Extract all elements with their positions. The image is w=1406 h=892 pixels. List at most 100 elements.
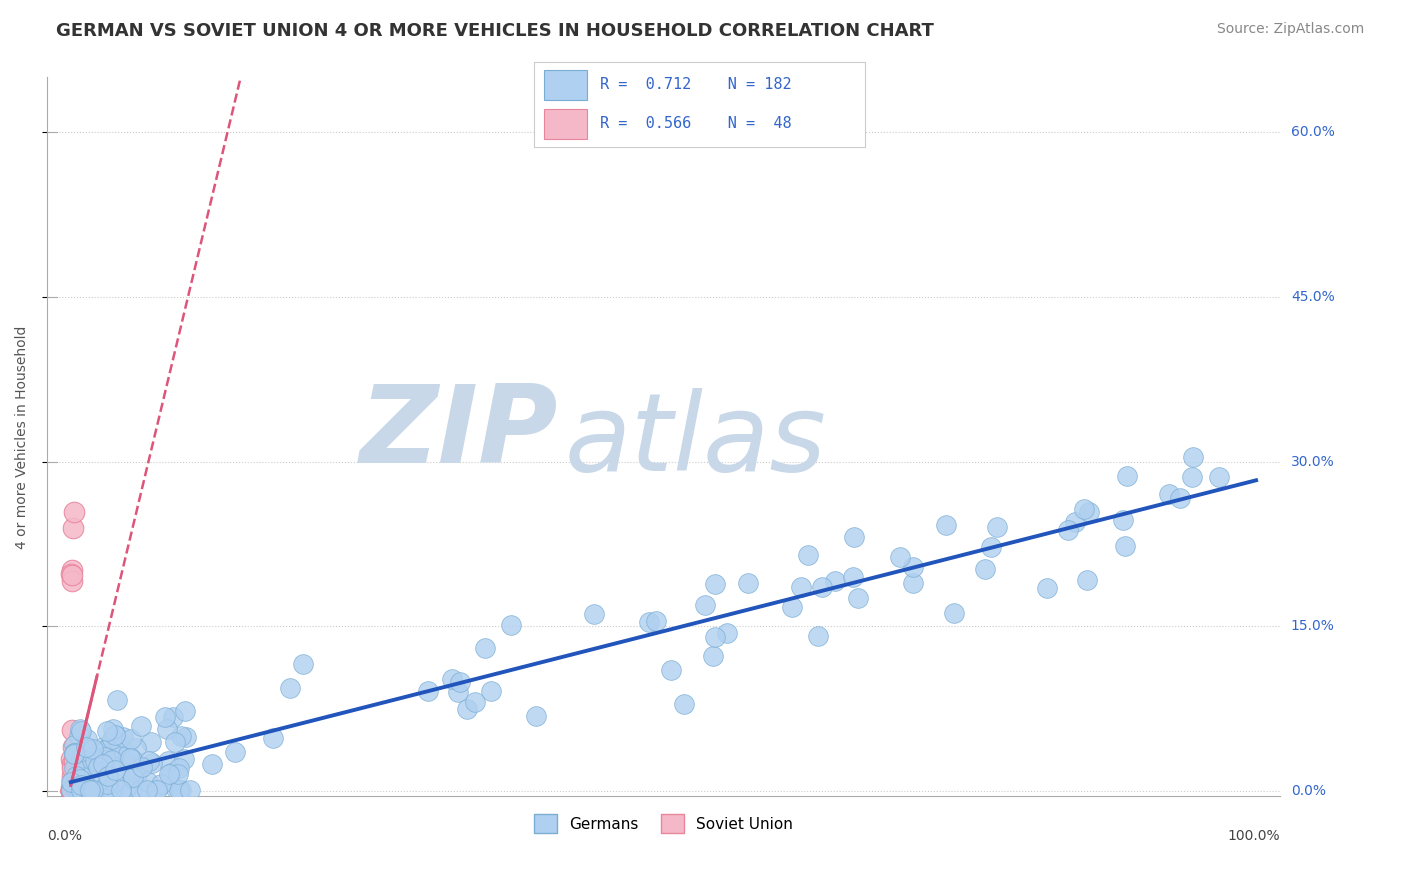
Point [146,782,169,797]
Point [129,718,152,732]
Point [67,729,90,743]
Point [103,775,125,789]
Point [121,770,143,784]
Text: R =  0.712    N = 182: R = 0.712 N = 182 [600,78,792,93]
Text: GERMAN VS SOVIET UNION 4 OR MORE VEHICLES IN HOUSEHOLD CORRELATION CHART: GERMAN VS SOVIET UNION 4 OR MORE VEHICLE… [56,22,934,40]
Point [62,775,84,789]
Point [121,772,143,786]
Point [903,576,925,591]
Point [1115,469,1137,483]
Point [62,784,84,798]
Point [100,753,122,767]
Point [169,782,191,797]
Point [173,704,195,718]
Point [943,606,966,620]
Point [60,574,83,589]
Point [60,784,83,798]
Point [60,784,83,798]
Point [170,729,193,743]
Point [60,784,83,798]
Text: atlas: atlas [565,388,827,493]
Point [69,722,91,736]
Point [974,562,997,576]
Point [69,776,91,790]
Point [1112,513,1135,527]
Point [101,722,124,736]
Point [479,684,502,698]
Point [60,760,83,774]
Y-axis label: 4 or more Vehicles in Household: 4 or more Vehicles in Household [15,326,30,549]
Point [67,784,90,798]
Point [121,752,143,766]
Point [661,663,683,677]
Point [66,775,89,789]
Point [935,517,957,532]
Point [96,764,118,778]
Point [645,614,668,628]
Point [824,574,846,588]
Point [62,739,84,753]
Point [60,784,83,798]
Point [72,770,94,784]
Text: 0.0%: 0.0% [1291,784,1326,798]
Point [173,752,195,766]
Point [62,762,84,776]
Bar [544,70,588,100]
Point [62,739,84,754]
Point [60,567,83,582]
Point [104,764,127,778]
Point [107,741,129,756]
Point [76,782,98,797]
Point [66,784,89,798]
Point [1035,581,1057,595]
Point [69,782,91,797]
Text: R =  0.566    N =  48: R = 0.566 N = 48 [600,116,792,131]
Text: Source: ZipAtlas.com: Source: ZipAtlas.com [1216,22,1364,37]
Point [96,724,118,739]
Point [94,750,117,764]
Point [66,767,89,781]
Point [84,782,107,797]
Point [115,780,138,795]
Point [117,779,139,793]
Point [70,723,93,738]
Point [1114,539,1136,553]
Point [75,753,97,767]
Point [75,775,97,789]
Point [124,761,146,775]
Point [96,776,118,790]
Point [60,784,83,798]
Point [449,674,471,689]
Point [807,629,830,643]
Point [104,728,127,742]
Point [846,591,869,605]
Point [1181,469,1204,483]
Point [291,657,314,672]
Point [63,783,86,797]
Point [63,761,86,775]
Point [60,782,83,797]
Point [703,630,725,644]
Point [83,754,105,768]
Point [157,755,180,769]
Point [60,780,83,795]
Point [87,760,110,774]
Point [162,710,184,724]
Point [62,521,84,535]
Point [63,747,86,761]
Point [693,598,716,612]
Point [63,504,86,518]
Point [117,760,139,774]
Point [1078,505,1101,519]
Point [75,764,97,779]
Bar [544,109,588,139]
Point [67,772,90,786]
Point [60,723,83,737]
Point [82,741,104,756]
Point [262,731,284,746]
Point [77,782,100,797]
Point [69,782,91,797]
Point [65,782,87,797]
Text: 100.0%: 100.0% [1227,829,1279,843]
Point [62,784,84,798]
